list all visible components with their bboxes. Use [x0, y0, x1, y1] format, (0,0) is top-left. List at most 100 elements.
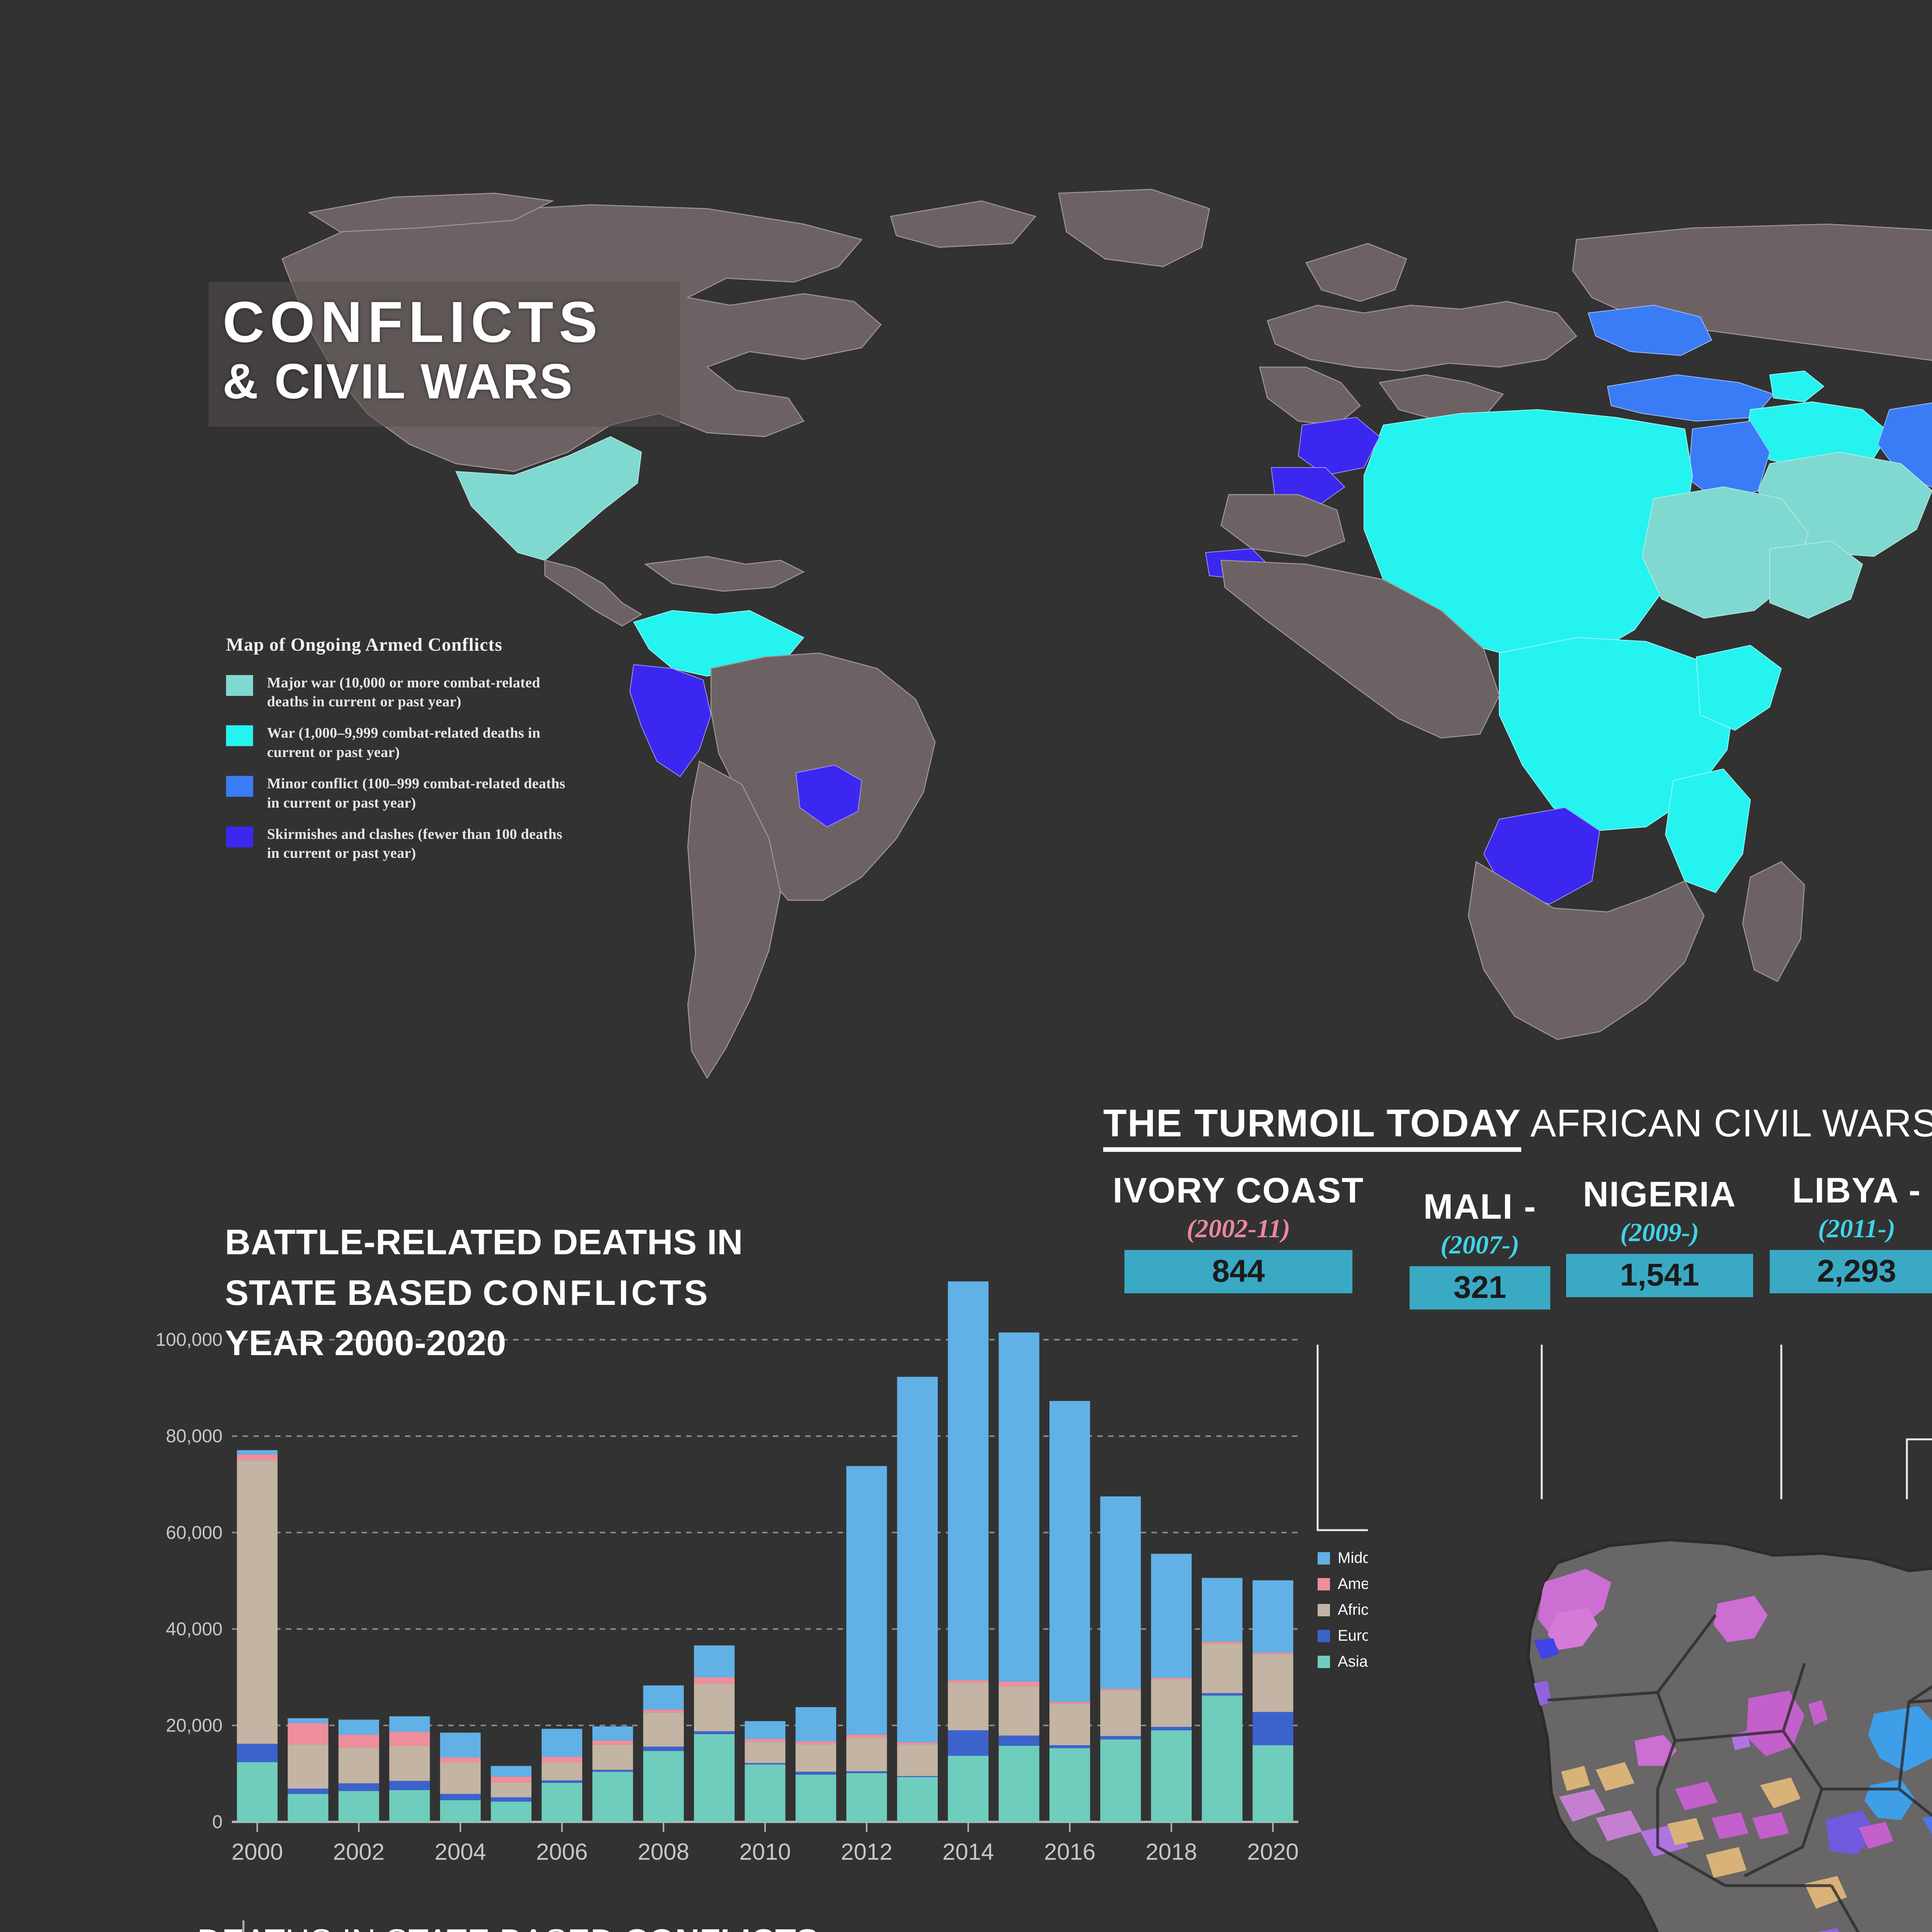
bar-x-tick-label: 2012 [841, 1839, 892, 1865]
bar-segment [1202, 1696, 1243, 1822]
bar-segment [694, 1731, 735, 1734]
bar-segment [440, 1794, 481, 1800]
bar-x-tick-label: 2010 [739, 1839, 791, 1865]
bar-segment [1151, 1554, 1192, 1678]
bar-segment [592, 1740, 633, 1745]
bar-segment [440, 1757, 481, 1763]
bar-y-tick-label: 0 [212, 1812, 223, 1832]
legend-swatch-war [226, 725, 253, 747]
bar-segment [1202, 1693, 1243, 1696]
bar-segment [694, 1677, 735, 1684]
bar-segment [592, 1770, 633, 1772]
bar-segment [389, 1731, 430, 1746]
bar-segment [795, 1772, 836, 1775]
card-value: 844 [1124, 1250, 1352, 1293]
bar-segment [1151, 1679, 1192, 1727]
bar-chart-title-line2a: STATE BASED [225, 1273, 483, 1313]
map-legend: Map of Ongoing Armed Conflicts Major war… [226, 634, 574, 876]
title-line-2: & CIVIL WARS [223, 354, 574, 409]
bar-segment [948, 1680, 989, 1683]
bar-chart-title: BATTLE-RELATED DEATHS IN STATE BASED CON… [225, 1217, 920, 1369]
bar-segment [795, 1741, 836, 1745]
bar-chart-svg: 0 20,000 40,000 60,000 80,000 100,000 2000 2002… [155, 1281, 1299, 1865]
bar-segment [541, 1762, 582, 1781]
bar-segment [846, 1466, 887, 1735]
bar-segment [389, 1745, 430, 1781]
bar-legend-swatch [1318, 1552, 1330, 1565]
bar-y-tick-label: 60,000 [166, 1522, 223, 1543]
bar-y-tick-label: 80,000 [166, 1426, 223, 1447]
conflict-card-mali[interactable]: MALI - (2007-) 321 [1399, 1189, 1561, 1310]
bar-x-tick-label: 2002 [333, 1839, 384, 1865]
turmoil-title-rest: AFRICAN CIVIL WARS AND INTERNAL ARMED CO… [1530, 1102, 1932, 1145]
bar-segment [1252, 1580, 1293, 1653]
bar-segment [998, 1735, 1039, 1746]
legend-label-skirmishes: Skirmishes and clashes (fewer than 100 d… [267, 826, 563, 862]
bar-segment [389, 1781, 430, 1790]
area-chart-title: DEATHS IN STATE BASED CONFLICTS PER 100.… [197, 1917, 970, 1932]
bar-x-tick-label: 2018 [1146, 1839, 1197, 1865]
bar-legend-swatch [1318, 1604, 1330, 1616]
card-years: (2011-) [1818, 1214, 1896, 1243]
bar-segment [998, 1332, 1039, 1682]
bar-segment [1202, 1578, 1243, 1642]
battle-deaths-bar-chart: 0 20,000 40,000 60,000 80,000 100,000 2000 2002… [116, 1209, 1444, 1889]
area-chart-title-line1a: DEATHS IN STATE BASED [197, 1922, 624, 1932]
legend-item-minor-conflict: Minor conflict (100–999 combat-related d… [226, 774, 574, 813]
bar-segment [643, 1685, 684, 1710]
conflict-card-nigeria[interactable]: NIGERIA (2009-) 1,541 [1559, 1177, 1760, 1297]
bar-segment [745, 1763, 786, 1765]
card-value: 2,293 [1770, 1250, 1932, 1293]
legend-swatch-major-war [226, 675, 253, 696]
bar-segment [237, 1762, 278, 1822]
conflict-cards: IVORY COAST (2002-11) 844 MALI - (2007-)… [1078, 1173, 1932, 1347]
bar-segment [694, 1734, 735, 1822]
bar-segment [592, 1726, 633, 1741]
bar-segment [338, 1747, 379, 1784]
bar-segment [643, 1709, 684, 1713]
bar-segment [491, 1782, 532, 1798]
bar-segment [440, 1733, 481, 1757]
bar-segment [237, 1450, 278, 1455]
bar-x-tick-label: 2000 [231, 1839, 283, 1865]
bar-segment [491, 1766, 532, 1777]
legend-label-minor-conflict: Minor conflict (100–999 combat-related d… [267, 776, 565, 811]
bar-y-tick-label: 100,000 [155, 1330, 223, 1350]
bar-segment [237, 1460, 278, 1744]
bar-segment [1151, 1727, 1192, 1730]
bar-segment [948, 1756, 989, 1822]
bar-segment [287, 1794, 328, 1822]
bar-segment [1252, 1653, 1293, 1655]
bar-segment [846, 1738, 887, 1771]
bar-segment [1202, 1643, 1243, 1693]
bar-segment [643, 1751, 684, 1822]
bar-segment [795, 1707, 836, 1742]
bar-segment [338, 1719, 379, 1735]
bar-segment [491, 1801, 532, 1822]
deaths-per-100k-area-chart: 00.20.40.60.811.21.420002005201020152020… [128, 1893, 1480, 1932]
bar-y-tick-label: 40,000 [166, 1619, 223, 1639]
bar-segment [897, 1742, 938, 1745]
bar-segment [338, 1791, 379, 1822]
bar-segment [1252, 1712, 1293, 1745]
africa-years-of-conflict-map [1368, 1499, 1932, 1932]
bar-x-tick-label: 2008 [638, 1839, 689, 1865]
conflict-card-libya[interactable]: LIBYA - (2011-) 2,293 [1770, 1173, 1932, 1293]
bar-legend-swatch [1318, 1578, 1330, 1590]
bar-segment [1049, 1748, 1090, 1822]
legend-item-major-war: Major war (10,000 or more combat-related… [226, 673, 574, 712]
card-value: 1,541 [1566, 1254, 1753, 1297]
bar-chart-title-line3: YEAR 2000-2020 [225, 1323, 507, 1363]
bar-segment [745, 1742, 786, 1763]
bar-x-tick-label: 2016 [1044, 1839, 1095, 1865]
bar-segment [440, 1800, 481, 1822]
card-country-name: LIBYA - [1792, 1171, 1922, 1210]
bar-segment [389, 1790, 430, 1822]
bar-segment [643, 1747, 684, 1751]
bar-segment [287, 1718, 328, 1723]
conflict-card-ivory-coast[interactable]: IVORY COAST (2002-11) 844 [1078, 1173, 1399, 1293]
bar-segment [1151, 1730, 1192, 1822]
bar-segment [897, 1377, 938, 1743]
bar-segment [541, 1782, 582, 1822]
